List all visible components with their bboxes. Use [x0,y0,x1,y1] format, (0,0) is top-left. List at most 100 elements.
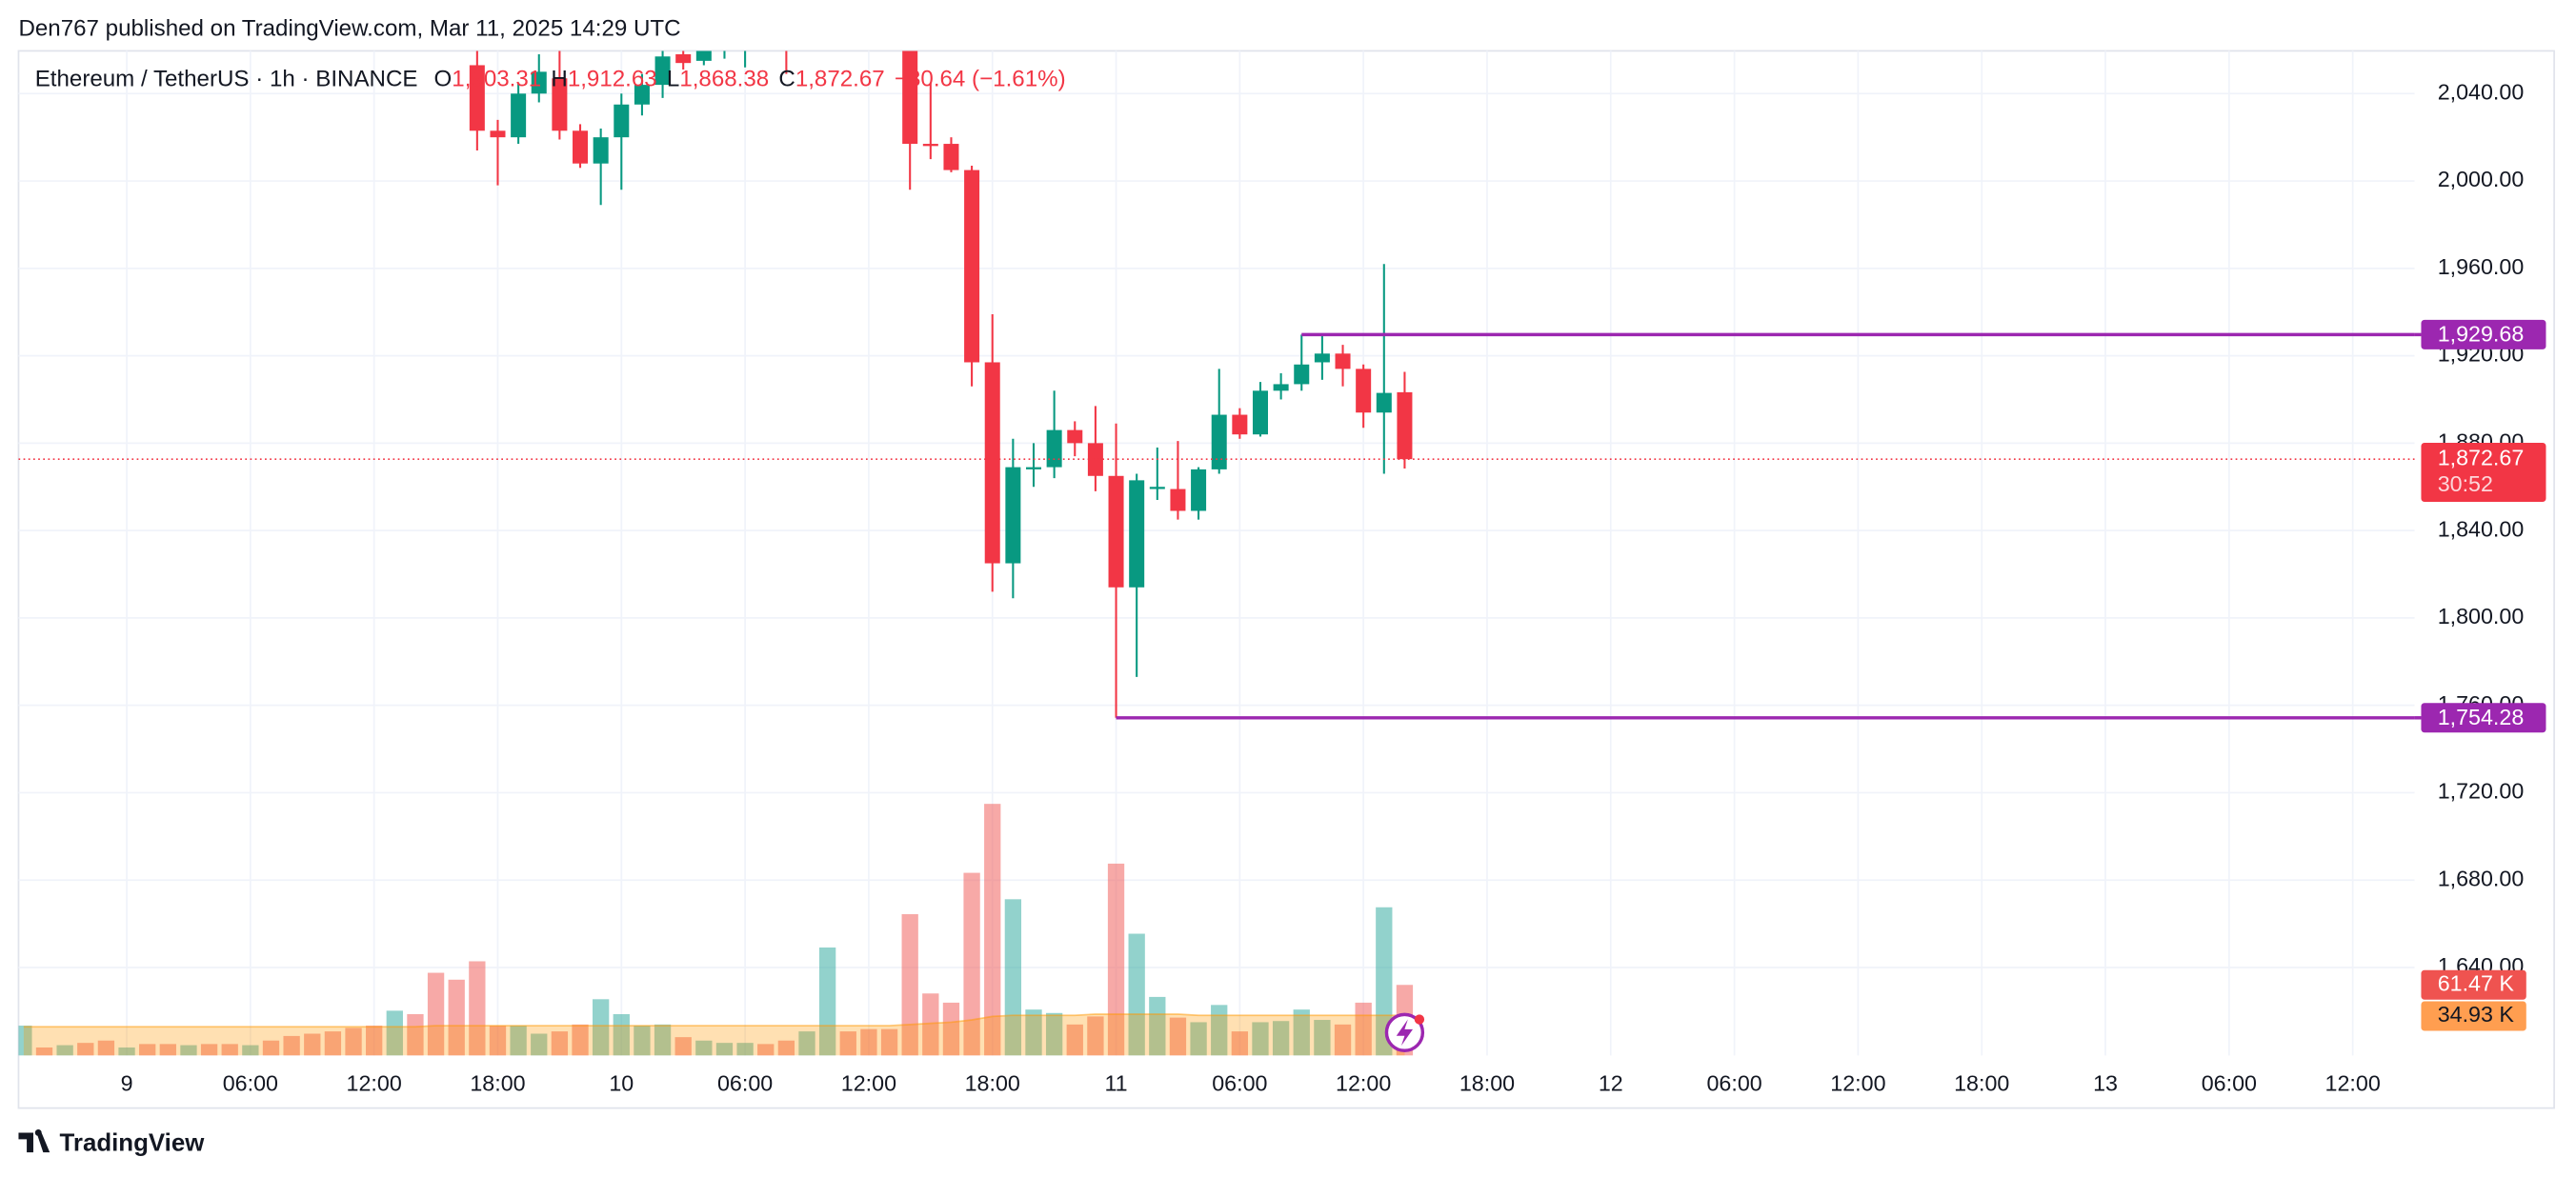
volume-bar [1314,1020,1331,1056]
x-tick-label: 06:00 [1706,1071,1761,1096]
candle-body [1314,353,1330,363]
volume-bar [77,1043,94,1056]
volume-bar [901,914,918,1056]
candle-body [490,130,506,138]
volume-bar [304,1033,321,1056]
x-tick-label: 12:00 [1830,1071,1885,1096]
candle-body [1170,489,1186,511]
candle-body [675,53,692,64]
candle-body [1397,391,1413,460]
volume-bar [1128,933,1145,1056]
legend: Ethereum / TetherUS · 1h · BINANCE O1,90… [35,67,1066,92]
chart-frame [17,50,2555,1109]
volume-bar [922,993,939,1056]
ohlc-key: O [434,67,453,92]
candle-body [984,362,1000,564]
ohlc-key: C [778,67,795,92]
volume-bar [531,1033,548,1056]
volume-bar [1066,1024,1083,1056]
x-tick-label: 9 [121,1071,133,1096]
volume-bar [736,1043,754,1056]
candle-body [552,78,568,131]
grid [18,50,2415,1056]
volume-bar [674,1037,692,1056]
volume-label: 61.47 K [2438,970,2515,995]
x-tick-label: 11 [1104,1071,1127,1096]
y-tick-label: 1,840.00 [2438,516,2525,541]
x-tick-label: 18:00 [470,1071,525,1096]
volume-bar [551,1031,569,1056]
last-price-box [2421,442,2546,503]
volume-bar [613,1013,630,1056]
x-tick-label: 12:00 [841,1071,896,1096]
brand: TradingView [18,1129,205,1156]
volume-ma-label-box [2421,1001,2526,1031]
volume-bar [1190,1022,1207,1056]
volume-bar [1376,907,1393,1056]
candle-body [1273,384,1289,391]
volume-bar [593,999,610,1056]
x-tick-label: 06:00 [223,1071,278,1096]
volume-bar [56,1045,73,1056]
volume-bar [1211,1005,1228,1056]
volume-bar [1045,1012,1063,1056]
volume-bar [757,1044,775,1056]
candle-body [573,130,589,164]
candle-body [469,65,485,131]
volume-bar [572,1024,589,1056]
candle-body [922,144,938,147]
volume-bar [984,804,1001,1056]
volume-bar [469,961,486,1056]
candle-body [695,50,712,61]
volume-bar [880,1028,898,1056]
candle-body [1191,469,1207,511]
volume-ma-line [23,1013,1405,1028]
candle-body [1067,429,1083,444]
volume-bar [427,972,445,1056]
candle-body [1211,414,1227,469]
volume-bar [1025,1009,1042,1056]
x-tick-label: 12:00 [347,1071,402,1096]
volume-ma-label: 34.93 K [2438,1002,2515,1027]
volume-bar [366,1026,383,1056]
candle-body [1046,429,1062,468]
volume-bar [963,872,980,1056]
volume-bar [200,1044,218,1056]
volume-bar [139,1044,156,1056]
ohlc-value: 1,868.38 [679,67,769,92]
candle-body [1376,392,1392,413]
ohlc-value: 1,872.67 [795,67,885,92]
candle-body [1232,414,1248,435]
volume-bar [1169,1017,1187,1056]
x-tick-label: 12:00 [2325,1071,2381,1096]
level-label: 1,754.28 [2438,705,2525,729]
volume-bar [1272,1021,1290,1056]
candle-body [593,137,609,164]
volume-bar [180,1045,197,1056]
candle-body [1356,369,1372,413]
x-tick-label: 12 [1599,1071,1623,1096]
level-label: 1,929.68 [2438,321,2525,346]
volume-bar [386,1010,403,1056]
volume-bar [221,1044,238,1056]
candle-body [1087,443,1103,476]
volume-bar [634,1026,651,1056]
y-tick-label: 1,960.00 [2438,254,2525,279]
volume-bar [283,1035,300,1056]
publisher-line: Den767 published on TradingView.com, Mar… [18,15,680,41]
volume-bar [777,1040,795,1056]
candle-body [531,71,547,94]
x-tick-label: 18:00 [1954,1071,2009,1096]
last-price-label: 1,872.67 [2438,445,2525,469]
price-pane [18,50,2415,720]
volume-bar [715,1043,734,1056]
volume-bar [489,1026,507,1056]
candle-body [654,56,671,86]
ohlc-key: L [667,67,679,92]
volume-label-box [2421,969,2526,1000]
brand-name: TradingView [60,1129,206,1156]
x-tick-label: 18:00 [965,1071,1020,1096]
